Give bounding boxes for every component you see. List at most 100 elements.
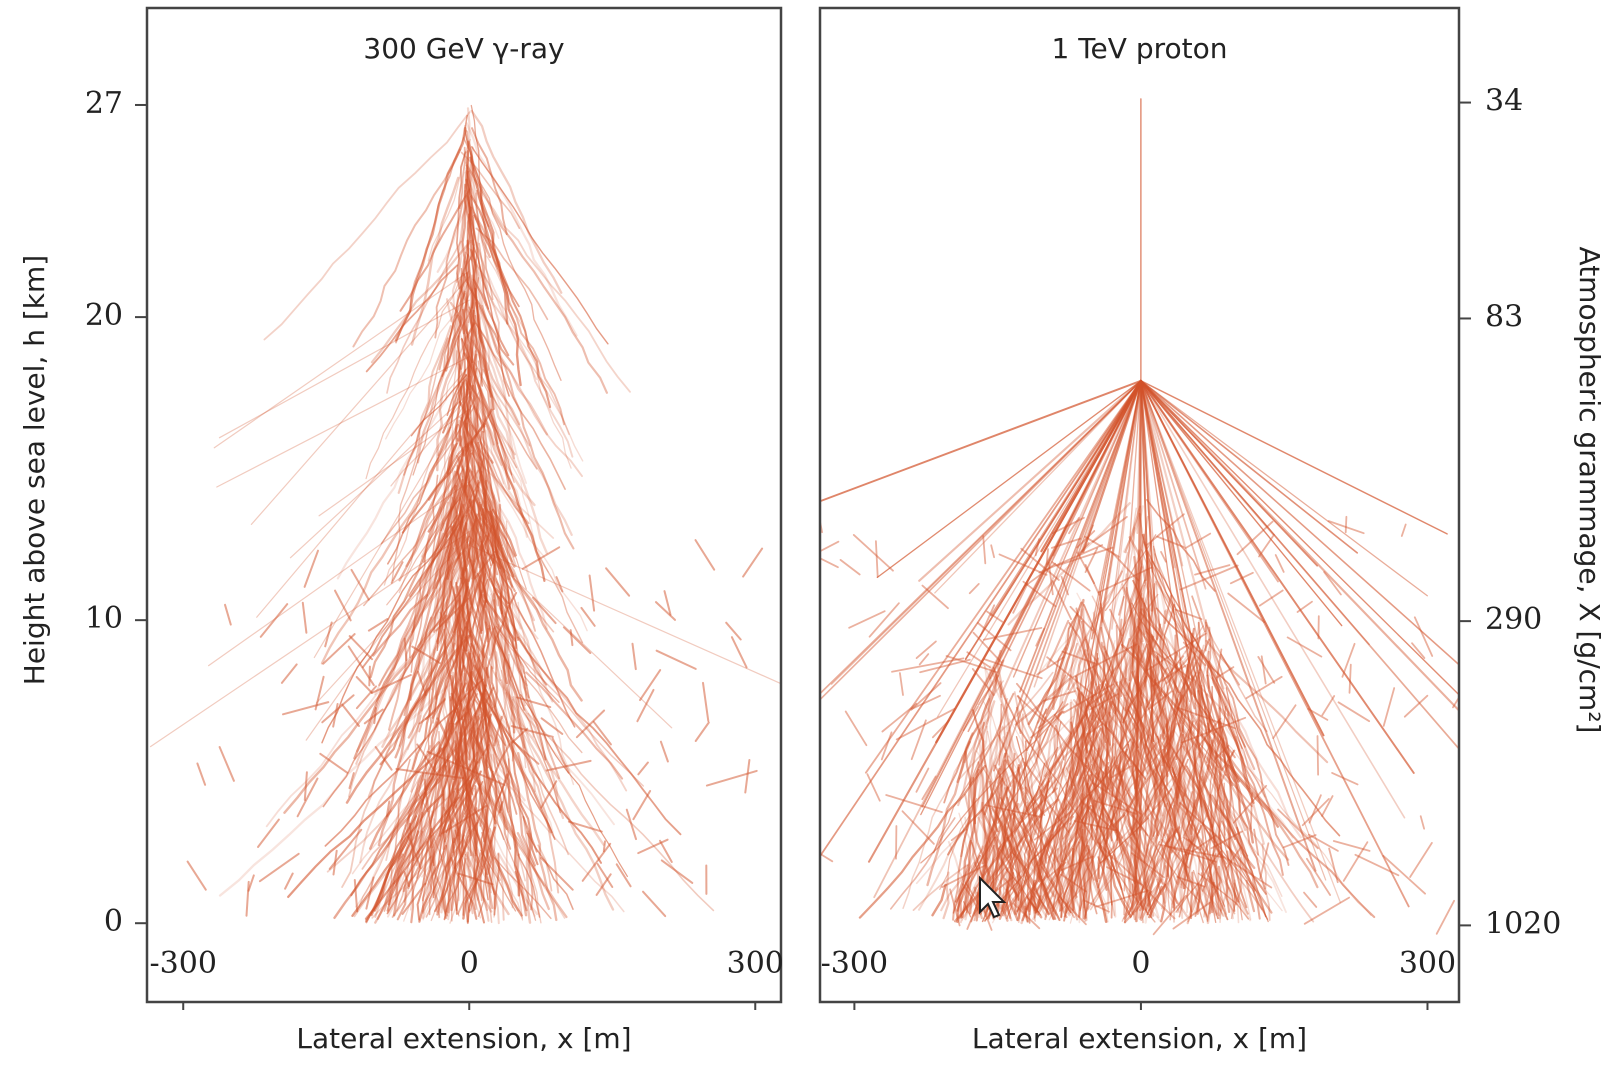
x-axis-label: Lateral extension, x [m] [296,1022,631,1055]
y-tick-label: 0 [104,904,123,939]
track [1121,680,1122,696]
y2-tick-label: 83 [1485,299,1523,334]
track [1141,381,1342,626]
track [900,673,903,695]
track [1318,736,1319,775]
track [781,542,839,572]
track [225,605,231,625]
track [247,882,249,916]
track [1383,856,1425,894]
track [1005,381,1141,757]
track [303,603,307,633]
track [1322,796,1333,816]
track [877,381,1141,578]
track [662,860,693,883]
track [696,723,709,742]
track [782,539,838,567]
track [726,623,741,640]
track [1342,644,1354,677]
x-tick-label: 0 [1131,946,1150,981]
track [1228,594,1264,623]
track [305,551,318,587]
shower-tracks [693,99,1583,934]
track [643,892,665,916]
y2-tick-label: 1020 [1485,906,1561,941]
track [1258,657,1274,683]
track [1145,882,1146,909]
track [661,742,668,762]
x-axis-label: Lateral extension, x [m] [972,1022,1307,1055]
track [285,874,293,889]
panel: 1 TeV proton Lateral extension, x [m] -300… [693,8,1606,1055]
track [1475,637,1543,662]
track [1350,665,1351,693]
track [920,654,929,664]
panel-title: 1 TeV proton [1052,32,1228,65]
track [260,854,299,881]
track [933,885,946,915]
track [1437,901,1454,934]
track [1453,680,1470,708]
y-tick-label: 20 [85,298,123,333]
y2-tick-label: 34 [1485,84,1523,119]
track [606,568,629,595]
track [261,604,287,637]
x-tick-label: -300 [150,946,217,981]
track [1322,696,1334,715]
y2-axis-label: Atmospheric grammage, X [g/cm²] [1573,247,1606,734]
shower-tracks [151,106,826,924]
track [333,704,337,727]
track [1307,859,1330,895]
track [882,732,892,759]
track [197,764,205,785]
track [745,760,749,793]
track [1288,637,1322,656]
track [637,690,653,721]
track [978,623,1011,650]
panel: 300 GeV γ-ray Lateral extension, x [m] -30… [18,8,825,1055]
track [633,644,636,669]
track [638,763,648,775]
track [1234,880,1235,910]
track [743,549,762,577]
track [335,591,351,621]
x-tick-label: 0 [460,946,479,981]
track [703,637,720,659]
track [922,586,948,609]
y-axis-label: Height above sea level, h [km] [18,255,51,685]
track [854,535,893,571]
track [846,712,867,746]
track [320,754,347,773]
track [1384,688,1395,726]
track [1298,602,1313,612]
track [743,381,1141,531]
track [882,704,916,732]
track [282,664,297,683]
y-tick-label: 10 [85,601,123,636]
track [1479,685,1494,714]
track [656,602,675,620]
panel-title: 300 GeV γ-ray [363,32,564,65]
track [1410,843,1432,877]
track [633,791,650,819]
track [1181,566,1238,590]
track [220,747,234,781]
track [1276,555,1284,572]
track [703,683,708,721]
track [1511,560,1551,582]
track [1402,525,1406,537]
track [657,651,696,669]
track [1260,591,1283,606]
track [876,541,878,577]
track [542,718,563,734]
track [841,560,860,575]
track [707,771,757,786]
track [366,878,373,909]
track [991,545,994,557]
track [322,695,353,722]
x-tick-label: -300 [821,946,888,981]
track [1141,381,1427,596]
track [1421,816,1424,829]
track [350,636,372,659]
